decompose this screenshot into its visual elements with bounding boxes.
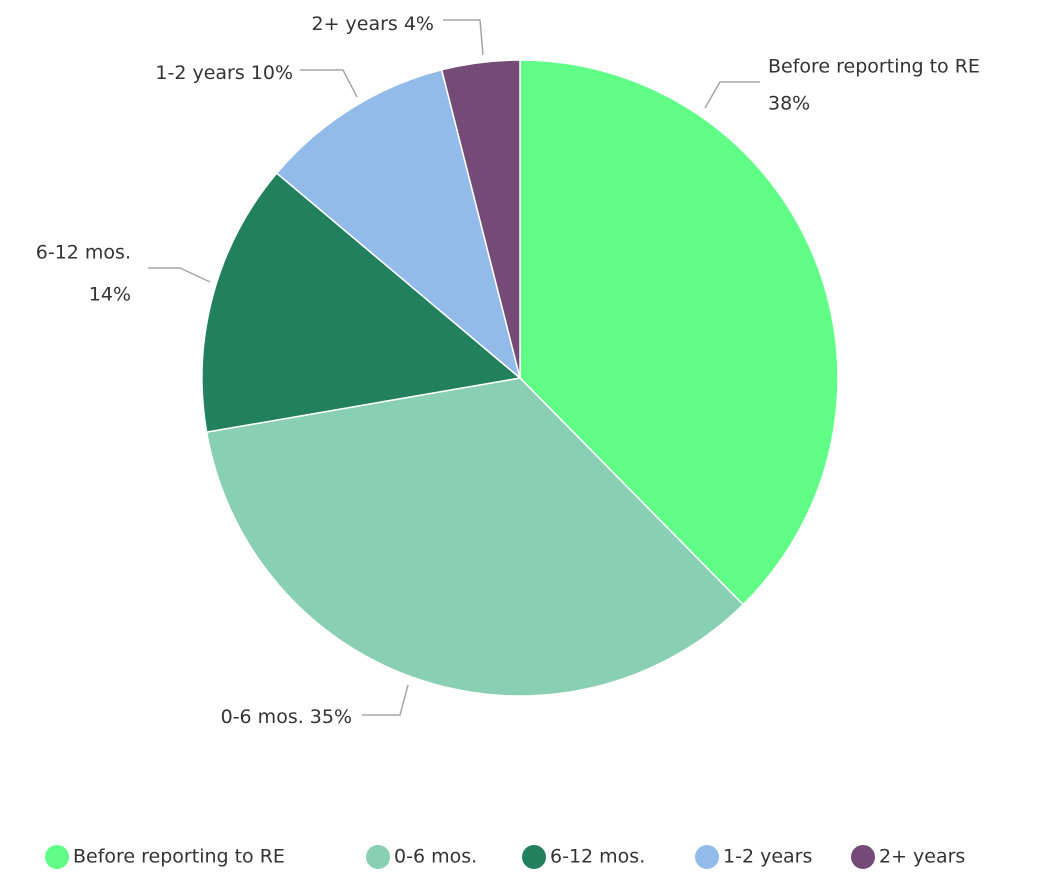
legend-label: 1-2 years (723, 846, 812, 868)
legend-label: Before reporting to RE (73, 846, 285, 868)
data-label: 10% (251, 62, 293, 84)
data-label: 14% (89, 284, 131, 306)
pie-slice (440, 59, 521, 379)
data-label-group: 1-2 years 10% (155, 62, 293, 84)
data-label-name: 2+ years (312, 13, 398, 35)
legend-swatch (45, 845, 69, 869)
leader-line (300, 69, 358, 98)
legend-swatch (695, 845, 719, 869)
data-label-name: 0-6 mos. (221, 706, 304, 728)
data-label-group: 2+ years 4% (312, 13, 435, 35)
pie-slice (519, 59, 839, 606)
leader-line (362, 684, 409, 716)
leader-line (148, 267, 211, 283)
data-label-name: Before reporting to RE (768, 56, 980, 78)
leader-line (704, 81, 760, 109)
data-label: 38% (768, 93, 810, 115)
legend-label: 2+ years (879, 846, 965, 868)
legend-swatch (522, 845, 546, 869)
data-label-group: 0-6 mos. 35% (221, 706, 352, 728)
legend-label: 6-12 mos. (550, 846, 645, 868)
data-label-name: 6-12 mos. (36, 242, 131, 264)
data-label: 4% (404, 13, 434, 35)
data-label: 35% (310, 706, 352, 728)
leader-line (443, 19, 484, 56)
legend-swatch (851, 845, 875, 869)
legend-swatch (366, 845, 390, 869)
pie-slice (205, 377, 745, 697)
pie-slice (201, 172, 522, 434)
pie-slice (275, 68, 522, 381)
data-label-name: 1-2 years (155, 62, 244, 84)
legend-label: 0-6 mos. (394, 846, 477, 868)
